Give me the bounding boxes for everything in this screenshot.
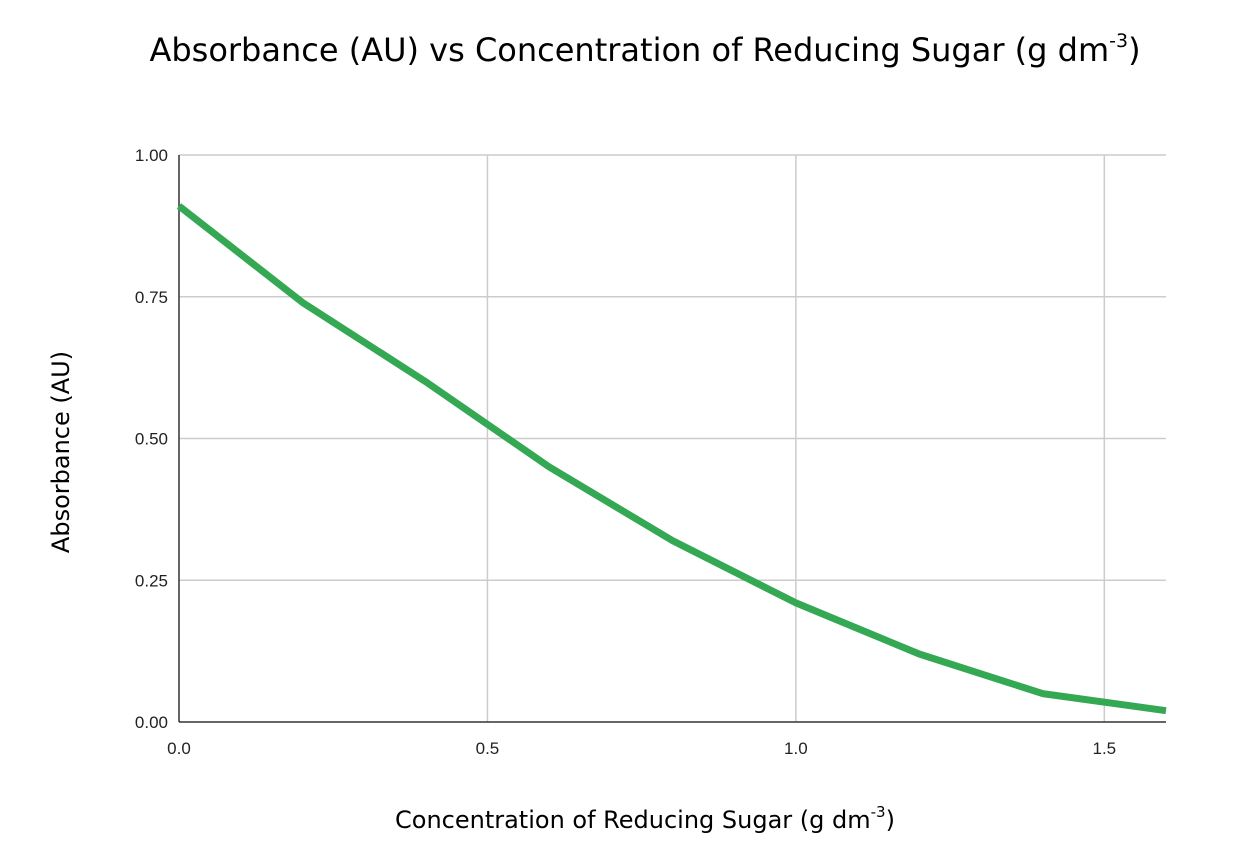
x-tick-label: 0.0 — [167, 739, 191, 758]
y-tick-label: 0.25 — [135, 571, 168, 590]
axes — [178, 155, 1166, 723]
y-tick-label: 0.75 — [135, 288, 168, 307]
data-point — [919, 653, 920, 654]
chart-title-end: ) — [1128, 31, 1140, 69]
data-point — [425, 381, 426, 382]
x-axis-title: Concentration of Reducing Sugar (g dm-3) — [395, 803, 895, 834]
data-point — [1042, 693, 1043, 694]
series-layer — [176, 203, 1167, 715]
data-point — [1166, 710, 1167, 711]
x-tick-label: 1.5 — [1092, 739, 1116, 758]
series-line — [176, 203, 1167, 715]
x-tick-label: 1.0 — [784, 739, 808, 758]
gridlines — [179, 154, 1166, 722]
y-tick-label: 0.50 — [135, 430, 168, 449]
chart-title-main: Absorbance (AU) vs Concentration of Redu… — [149, 31, 1109, 69]
x-axis-title-superscript: -3 — [871, 803, 886, 821]
data-point — [549, 466, 550, 467]
chart-title: Absorbance (AU) vs Concentration of Redu… — [149, 30, 1140, 69]
data-point — [302, 302, 303, 303]
data-point — [672, 540, 673, 541]
x-axis-title-main: Concentration of Reducing Sugar (g dm — [395, 806, 871, 834]
data-point — [795, 602, 796, 603]
tick-labels: 0.00 0.25 0.50 0.75 1.00 0.0 0.5 1.0 1.5 — [135, 146, 1116, 758]
chart-title-superscript: -3 — [1109, 30, 1128, 52]
x-tick-label: 0.5 — [476, 739, 500, 758]
y-axis-title: Absorbance (AU) — [47, 351, 75, 553]
y-tick-label: 0.00 — [135, 713, 168, 732]
data-point — [179, 206, 180, 207]
y-tick-label: 1.00 — [135, 146, 168, 165]
x-axis-title-end: ) — [886, 806, 895, 834]
